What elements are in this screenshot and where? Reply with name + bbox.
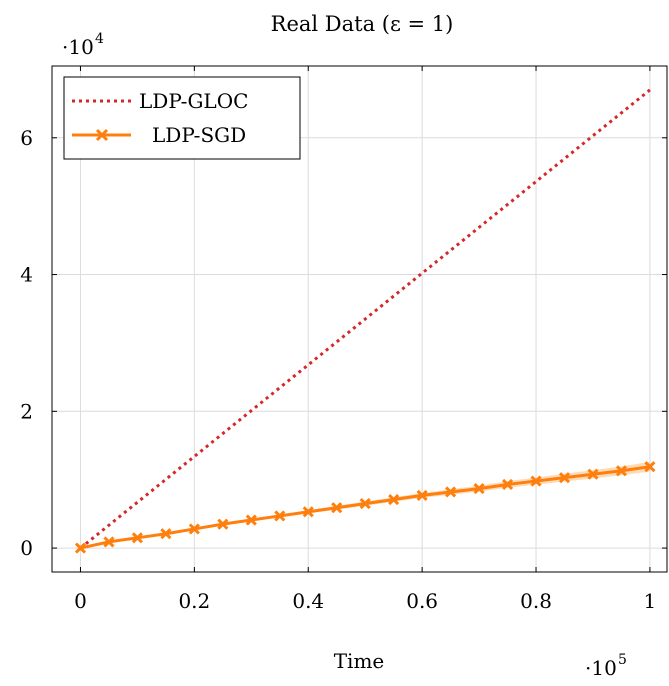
svg-text:·10: ·10 bbox=[62, 35, 94, 59]
marker-stroke bbox=[245, 514, 257, 526]
y-tick-label: 6 bbox=[20, 126, 33, 150]
marker-stroke bbox=[473, 483, 485, 495]
x-tick-label: 0 bbox=[74, 589, 87, 613]
legend: LDP-GLOC LDP-SGD bbox=[63, 76, 301, 160]
y-tick-label: 4 bbox=[20, 263, 33, 287]
series-point-ldp-sgd bbox=[74, 542, 87, 554]
marker-stroke bbox=[131, 532, 143, 544]
series-point-ldp-sgd bbox=[473, 483, 485, 495]
series-point-ldp-sgd bbox=[388, 493, 400, 506]
series-point-ldp-sgd bbox=[245, 514, 257, 526]
marker-stroke bbox=[160, 528, 172, 540]
y-multiplier: ·10 4 bbox=[62, 31, 104, 59]
marker-stroke bbox=[587, 468, 599, 480]
marker-stroke bbox=[615, 465, 628, 477]
series-point-ldp-sgd bbox=[188, 523, 200, 535]
series-layer bbox=[74, 88, 656, 554]
marker-stroke bbox=[644, 461, 656, 473]
marker-stroke bbox=[501, 478, 514, 491]
plot-frame bbox=[51, 65, 668, 573]
svg-text:4: 4 bbox=[95, 31, 104, 47]
series-point-ldp-sgd bbox=[131, 532, 143, 544]
series-point-ldp-sgd bbox=[615, 465, 628, 477]
x-tick-label: 0.6 bbox=[406, 589, 438, 613]
marker-stroke bbox=[359, 498, 371, 510]
series-point-ldp-sgd bbox=[587, 468, 599, 480]
grid bbox=[52, 66, 667, 572]
x-tick-label: 0.4 bbox=[292, 589, 324, 613]
series-point-ldp-sgd bbox=[274, 510, 286, 522]
marker-stroke bbox=[558, 472, 571, 484]
series-point-ldp-sgd bbox=[331, 502, 343, 514]
marker-stroke bbox=[388, 493, 400, 506]
marker-stroke bbox=[445, 486, 457, 498]
chart-title: Real Data (ε = 1) bbox=[271, 12, 454, 36]
legend-box bbox=[63, 76, 301, 160]
series-point-ldp-sgd bbox=[160, 528, 172, 540]
legend-label-ldp-gloc: LDP-GLOC bbox=[139, 89, 248, 113]
marker-stroke bbox=[302, 506, 314, 518]
series-point-ldp-sgd bbox=[103, 536, 115, 548]
series-line-ldp-gloc bbox=[79, 88, 651, 550]
x-multiplier: ·10 5 bbox=[585, 652, 627, 680]
series-point-ldp-sgd bbox=[217, 518, 229, 530]
y-tick-label: 2 bbox=[20, 399, 33, 423]
marker-stroke bbox=[530, 475, 542, 487]
marker-stroke bbox=[331, 502, 343, 514]
y-tick-label: 0 bbox=[20, 536, 33, 560]
x-tick-label: 0.2 bbox=[178, 589, 210, 613]
marker-stroke bbox=[103, 536, 115, 548]
series-point-ldp-sgd bbox=[530, 475, 542, 487]
svg-text:5: 5 bbox=[618, 652, 627, 668]
marker-stroke bbox=[74, 542, 87, 554]
axis-ticks: 0 0.2 0.4 0.6 0.8 1 0 2 4 6 bbox=[20, 66, 667, 613]
legend-marker-ldp-sgd bbox=[95, 128, 109, 142]
series-point-ldp-sgd bbox=[359, 498, 371, 510]
series-point-ldp-sgd bbox=[558, 472, 571, 484]
series-point-ldp-sgd bbox=[644, 461, 656, 473]
series-point-ldp-sgd bbox=[501, 478, 514, 491]
legend-label-ldp-sgd: LDP-SGD bbox=[152, 123, 246, 147]
series-point-ldp-sgd bbox=[445, 486, 457, 498]
series-point-ldp-sgd bbox=[302, 506, 314, 518]
x-tick-label: 0.8 bbox=[520, 589, 552, 613]
svg-text:·10: ·10 bbox=[585, 656, 617, 680]
marker-stroke bbox=[274, 510, 286, 522]
x-axis-label: Time bbox=[334, 649, 385, 673]
marker-stroke bbox=[416, 489, 428, 501]
x-tick-label: 1 bbox=[644, 589, 657, 613]
series-point-ldp-sgd bbox=[416, 489, 428, 501]
marker-stroke bbox=[217, 518, 229, 530]
marker-stroke bbox=[188, 523, 200, 535]
